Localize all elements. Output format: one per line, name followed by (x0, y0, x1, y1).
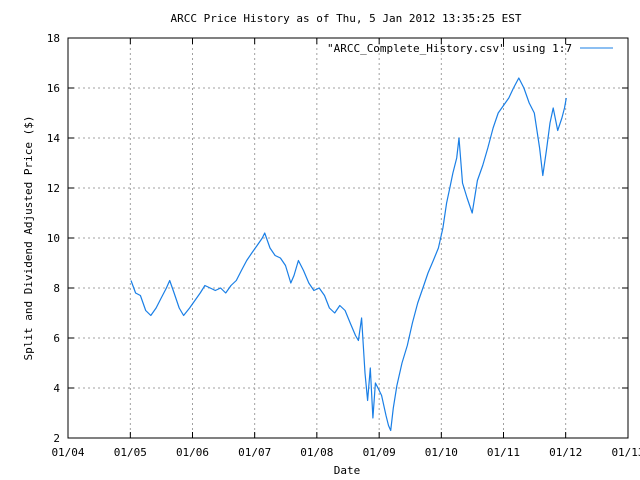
chart-title: ARCC Price History as of Thu, 5 Jan 2012… (171, 12, 522, 25)
legend-label: "ARCC_Complete_History.csv" using 1:7 (327, 42, 572, 55)
y-tick-label: 8 (53, 282, 60, 295)
y-tick-label: 16 (47, 82, 60, 95)
legend: "ARCC_Complete_History.csv" using 1:7 (327, 42, 613, 55)
axis-ticks: 01/04 01/05 01/06 01/07 01/08 01/09 01/10 01/11… (47, 32, 640, 459)
x-tick-label: 01/05 (114, 446, 147, 459)
x-tick-label: 01/06 (176, 446, 209, 459)
x-tick-label: 01/11 (487, 446, 520, 459)
y-tick-label: 4 (53, 382, 60, 395)
y-tick-label: 6 (53, 332, 60, 345)
series-layer (130, 77, 567, 432)
y-tick-label: 18 (47, 32, 60, 45)
y-axis-label: Split and Dividend Adjusted Price ($) (22, 115, 35, 360)
x-tick-label: 01/10 (425, 446, 458, 459)
x-axis-label: Date (334, 464, 361, 477)
series-line (130, 77, 567, 432)
y-tick-label: 2 (53, 432, 60, 445)
y-tick-label: 10 (47, 232, 60, 245)
x-tick-label: 01/09 (363, 446, 396, 459)
y-tick-label: 12 (47, 182, 60, 195)
x-tick-label: 01/04 (51, 446, 84, 459)
y-tick-label: 14 (47, 132, 61, 145)
x-tick-label: 01/08 (300, 446, 333, 459)
x-tick-label: 01/07 (238, 446, 271, 459)
x-tick-label: 01/12 (549, 446, 582, 459)
grid (68, 38, 628, 438)
x-tick-label: 01/13 (611, 446, 640, 459)
